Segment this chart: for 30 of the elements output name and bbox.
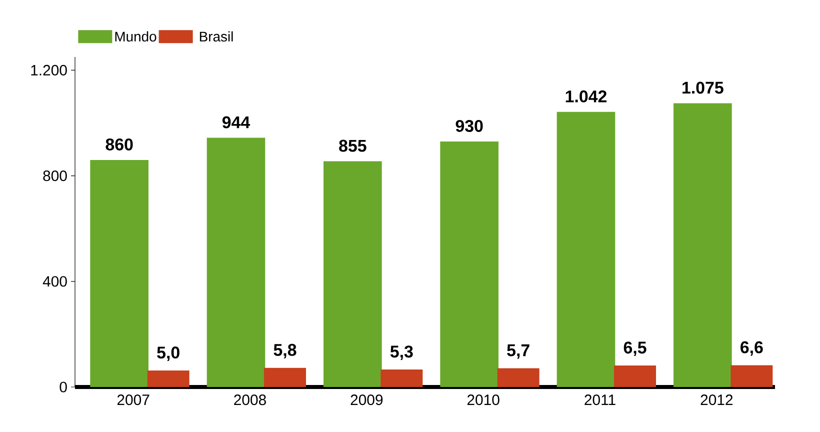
data-label: 6,6 — [740, 341, 763, 356]
y-tick-label: 400 — [42, 276, 67, 287]
legend-label: Brasil — [200, 31, 233, 42]
bar — [440, 141, 499, 387]
data-label: 5,7 — [507, 344, 530, 359]
data-label: 1.075 — [682, 82, 724, 94]
data-label: 944 — [222, 116, 250, 128]
bar — [90, 160, 148, 387]
data-label: 860 — [106, 138, 133, 150]
bar — [206, 138, 266, 387]
data-label: 6,5 — [624, 342, 646, 356]
y-tick-label: 800 — [43, 170, 67, 182]
data-label: 1.042 — [566, 90, 607, 102]
x-tick-label: 2011 — [584, 394, 616, 406]
data-label: 5,8 — [274, 344, 296, 358]
data-label: 5,3 — [390, 346, 413, 360]
x-tick-label: 2010 — [467, 394, 500, 406]
data-label: 5,0 — [157, 346, 180, 362]
y-tick-label: 0 — [60, 382, 67, 392]
x-tick-label: 2007 — [117, 394, 150, 406]
x-tick-label: 2008 — [234, 394, 266, 406]
legend-label: Mundo — [115, 31, 156, 42]
x-tick-label: 2009 — [350, 394, 383, 406]
bar — [674, 103, 732, 387]
data-label: 930 — [456, 120, 483, 132]
y-tick-label: 1.200 — [31, 64, 67, 76]
data-label: 855 — [339, 140, 366, 152]
bar — [556, 112, 616, 387]
bar — [324, 161, 382, 387]
x-tick-label: 2012 — [700, 394, 733, 406]
